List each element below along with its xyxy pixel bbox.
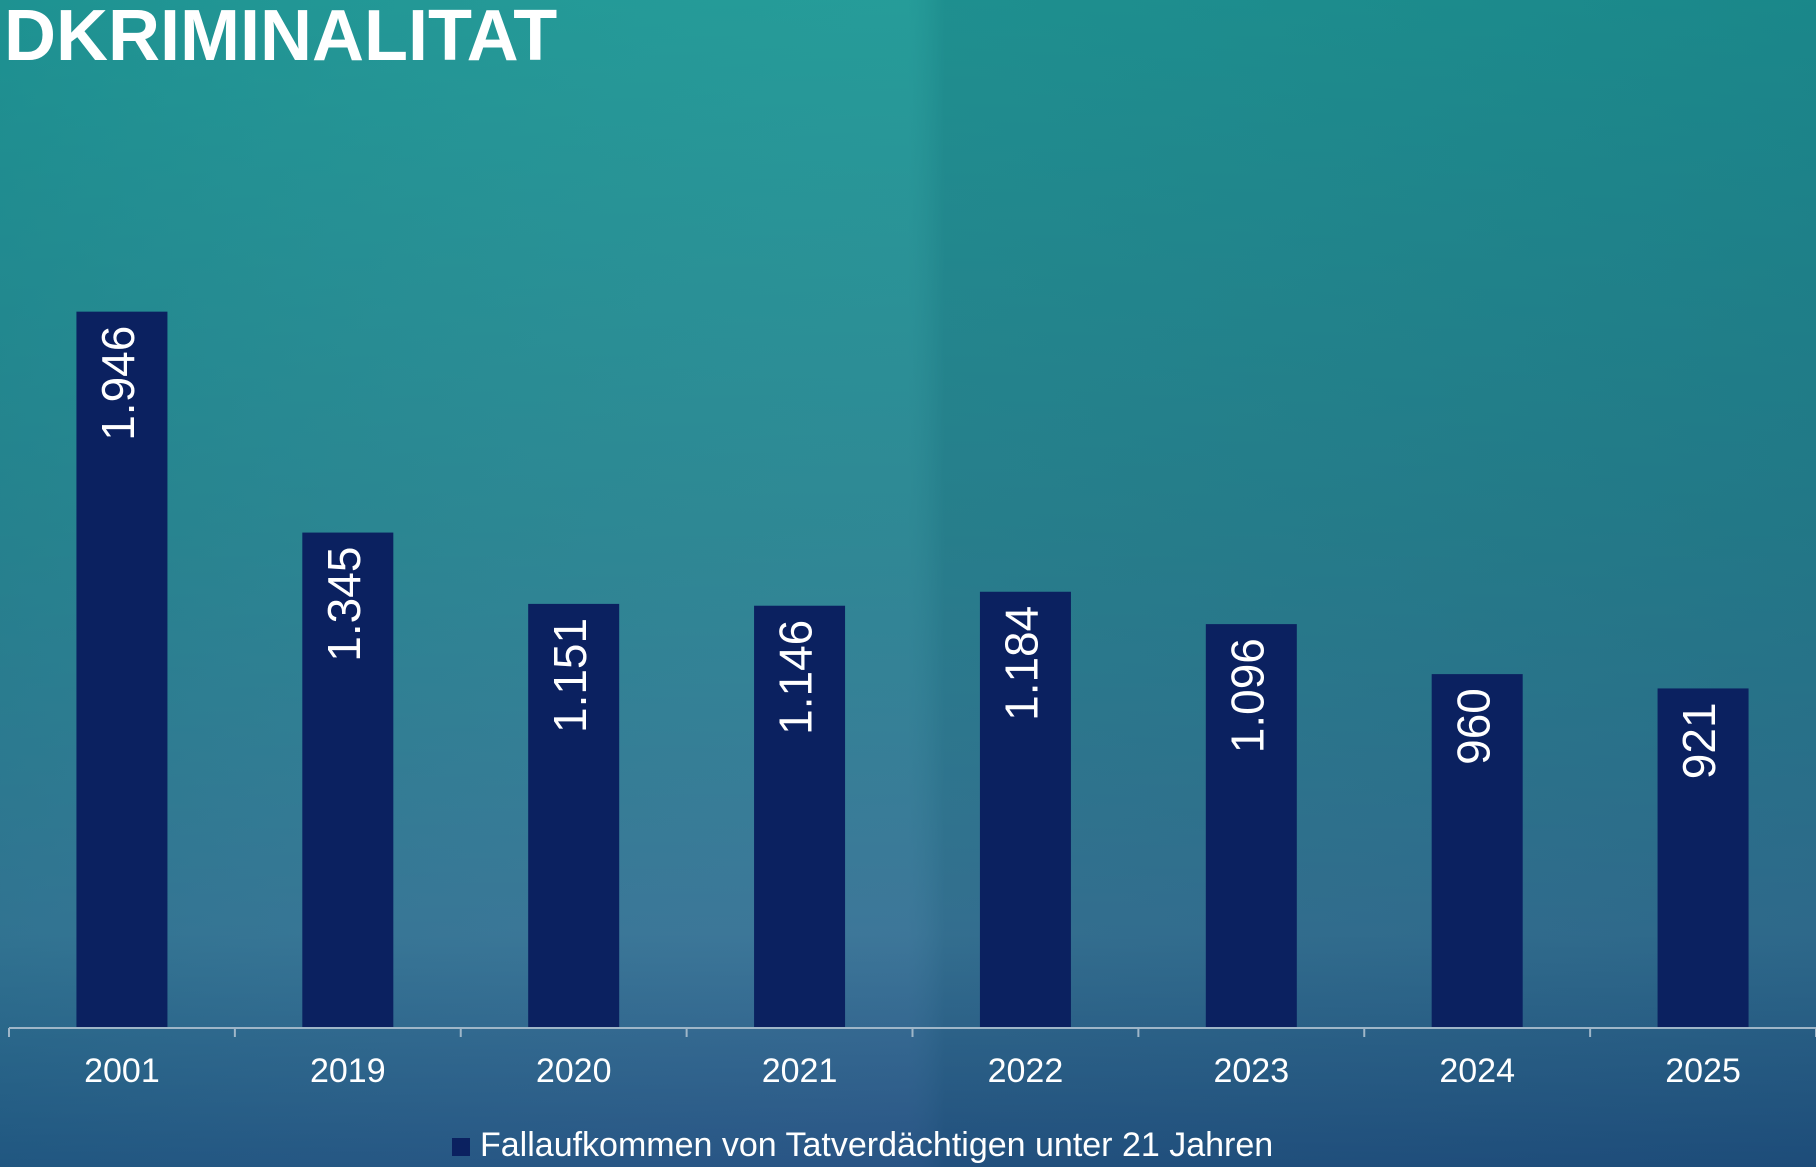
- data-label: 921: [1673, 702, 1725, 779]
- bar: [302, 532, 394, 1027]
- bar: [1205, 624, 1297, 1027]
- x-tick-label: 2024: [1439, 1052, 1515, 1090]
- x-tick-label: 2022: [988, 1052, 1064, 1090]
- bar: [528, 603, 620, 1027]
- bar: [1431, 674, 1523, 1027]
- x-tick-label: 2025: [1665, 1052, 1741, 1090]
- data-label: 960: [1447, 688, 1499, 765]
- data-label: 1.096: [1221, 638, 1273, 753]
- data-label: 1.151: [544, 618, 596, 733]
- legend-swatch: [452, 1138, 470, 1156]
- chart-title: DKRIMINALITAT: [4, 0, 557, 76]
- bar: [754, 605, 846, 1027]
- bar: [979, 591, 1071, 1027]
- x-tick-label: 2019: [310, 1052, 386, 1090]
- data-label: 1.146: [770, 620, 822, 735]
- x-tick-label: 2001: [84, 1052, 160, 1090]
- x-tick-label: 2020: [536, 1052, 612, 1090]
- data-label: 1.946: [92, 326, 144, 441]
- x-tick-label: 2021: [762, 1052, 838, 1090]
- legend-label: Fallaufkommen von Tatverdächtigen unter …: [480, 1126, 1273, 1164]
- data-label: 1.184: [996, 606, 1048, 721]
- x-tick-label: 2023: [1213, 1052, 1289, 1090]
- bar: [1657, 688, 1749, 1027]
- data-label: 1.345: [318, 547, 370, 662]
- bar: [76, 311, 168, 1027]
